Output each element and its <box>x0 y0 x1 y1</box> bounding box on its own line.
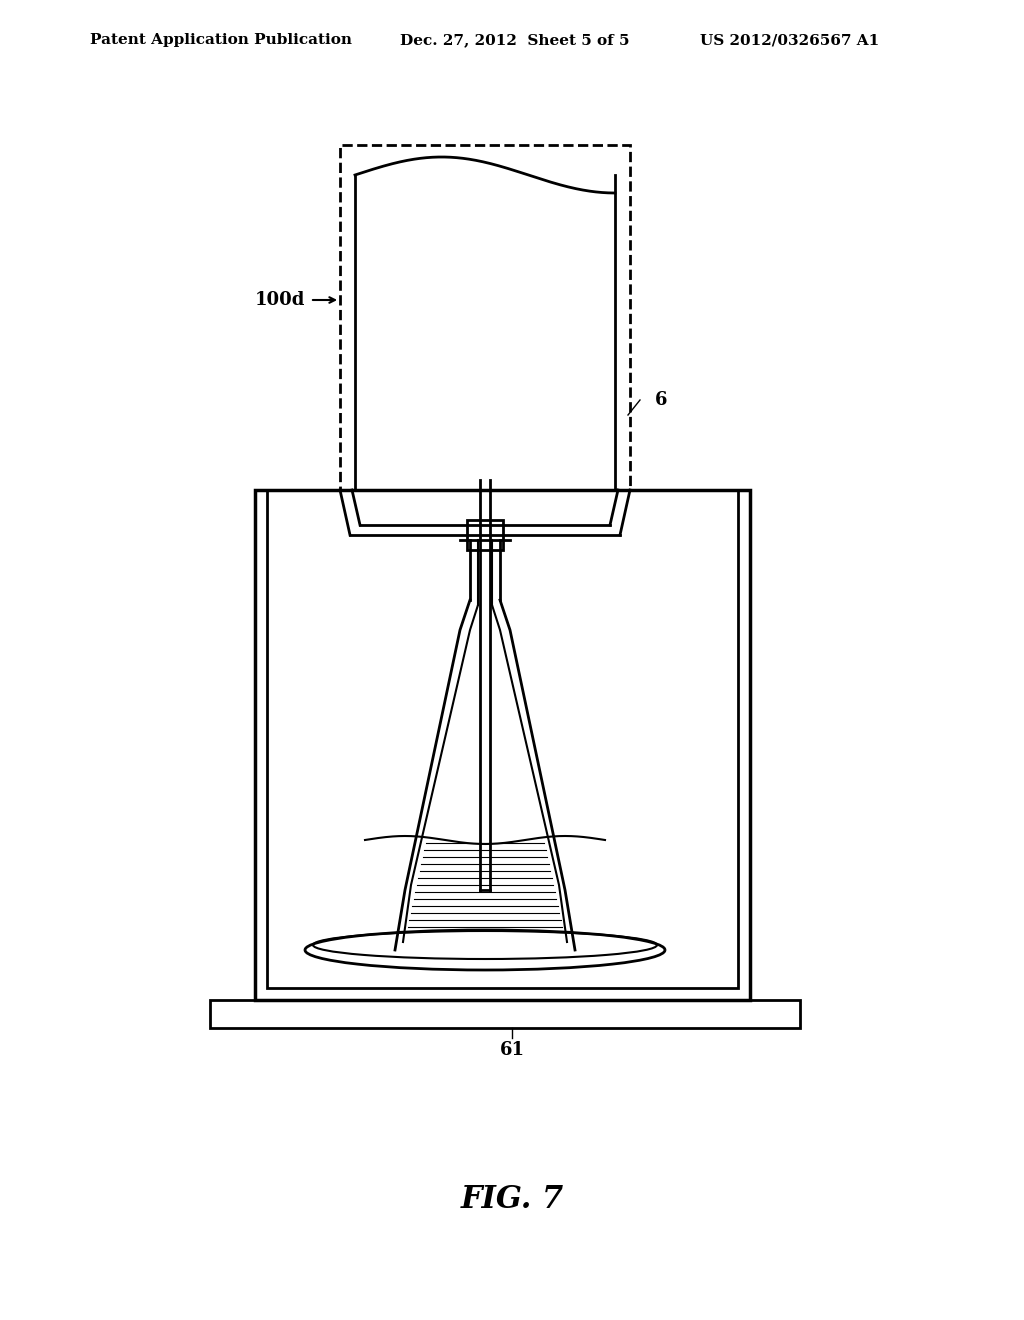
Bar <box>267 490 738 987</box>
Text: Patent Application Publication: Patent Application Publication <box>90 33 352 48</box>
Bar <box>210 1001 800 1028</box>
Text: 100d: 100d <box>255 290 305 309</box>
Bar <box>255 490 750 1001</box>
Bar <box>467 520 503 550</box>
Text: 61: 61 <box>500 1041 524 1059</box>
Text: US 2012/0326567 A1: US 2012/0326567 A1 <box>700 33 880 48</box>
Bar <box>340 145 630 490</box>
Text: 6: 6 <box>655 391 668 409</box>
Text: Dec. 27, 2012  Sheet 5 of 5: Dec. 27, 2012 Sheet 5 of 5 <box>400 33 630 48</box>
Text: FIG. 7: FIG. 7 <box>461 1184 563 1216</box>
